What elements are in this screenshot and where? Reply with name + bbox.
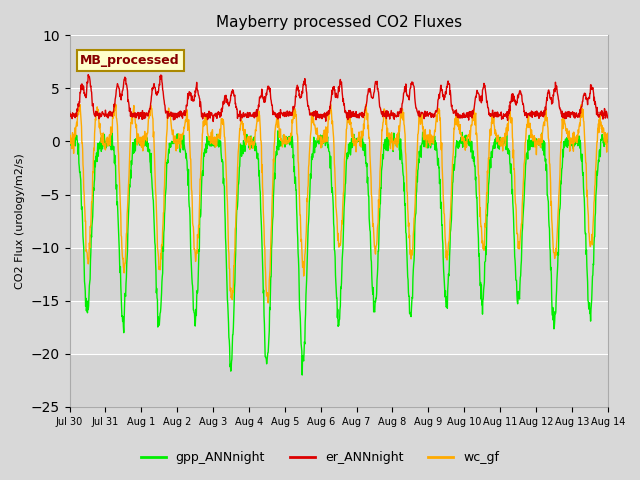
Y-axis label: CO2 Flux (urology/m2/s): CO2 Flux (urology/m2/s) — [15, 153, 25, 289]
Bar — [70, 248, 608, 301]
Legend: gpp_ANNnight, er_ANNnight, wc_gf: gpp_ANNnight, er_ANNnight, wc_gf — [136, 446, 504, 469]
Text: MB_processed: MB_processed — [80, 54, 180, 67]
Bar — [70, 88, 608, 142]
Title: Mayberry processed CO2 Fluxes: Mayberry processed CO2 Fluxes — [216, 15, 461, 30]
Bar — [70, 142, 608, 194]
Bar — [70, 194, 608, 248]
Bar — [70, 354, 608, 407]
Bar — [70, 36, 608, 88]
Bar — [70, 301, 608, 354]
